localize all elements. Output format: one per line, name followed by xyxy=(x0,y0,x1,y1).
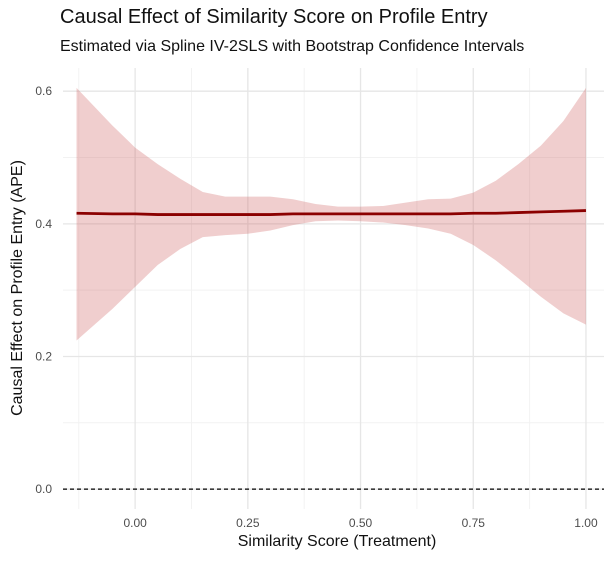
effect-line xyxy=(76,209,587,216)
x-tick-label: 0.25 xyxy=(236,516,260,530)
y-tick-label: 0.0 xyxy=(35,482,52,496)
x-tick-label: 0.00 xyxy=(123,516,147,530)
x-axis-label: Similarity Score (Treatment) xyxy=(237,533,437,550)
chart-title: Causal Effect of Similarity Score on Pro… xyxy=(60,6,488,28)
minor-gridlines xyxy=(63,68,604,509)
major-gridlines xyxy=(63,68,604,509)
y-tick-label: 0.2 xyxy=(35,349,52,363)
y-tick-label: 0.4 xyxy=(35,217,52,231)
y-axis-label: Causal Effect on Profile Entry (APE) xyxy=(9,160,26,416)
x-tick-label: 0.50 xyxy=(349,516,373,530)
effect-line-layer xyxy=(76,209,587,216)
tick-labels: 0.00 0.25 0.50 0.75 1.00 0.0 0.2 0.4 0.6 xyxy=(35,84,598,530)
y-tick-label: 0.6 xyxy=(35,84,52,98)
x-tick-label: 1.00 xyxy=(574,516,598,530)
chart-subtitle: Estimated via Spline IV-2SLS with Bootst… xyxy=(60,38,525,55)
x-tick-label: 0.75 xyxy=(462,516,486,530)
